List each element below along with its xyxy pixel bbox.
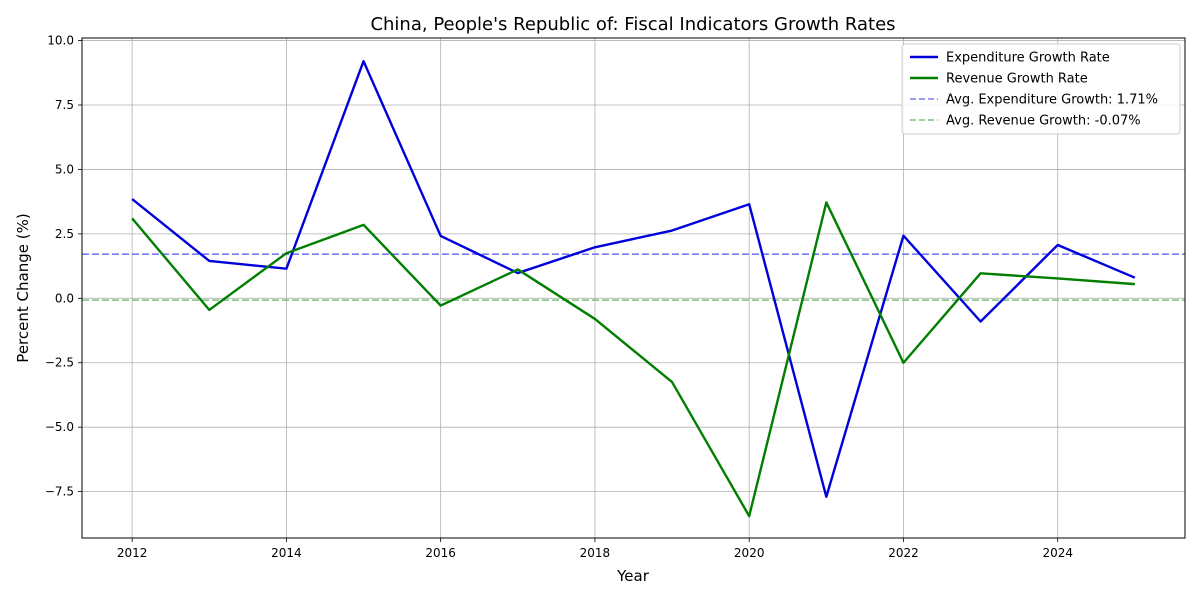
y-axis-label: Percent Change (%): [14, 213, 32, 362]
series-lines: [131, 59, 1136, 518]
expenditure-growth-line: [131, 59, 1136, 498]
legend-label: Avg. Expenditure Growth: 1.71%: [946, 93, 1158, 108]
legend-label: Expenditure Growth Rate: [946, 51, 1110, 66]
x-tick-label: 2012: [117, 546, 148, 560]
y-tick-label: −7.5: [45, 485, 74, 499]
revenue-growth-line: [131, 201, 1135, 518]
chart-title: China, People's Republic of: Fiscal Indi…: [370, 14, 895, 35]
x-tick-label: 2018: [580, 546, 611, 560]
y-tick-label: −5.0: [45, 420, 74, 434]
y-tick-label: 5.0: [55, 162, 74, 176]
reference-lines: [82, 253, 1185, 301]
legend-label: Revenue Growth Rate: [946, 72, 1088, 87]
y-tick-label: 0.0: [55, 291, 74, 305]
plot-frame: [81, 37, 1186, 539]
ticks: 2012 2014 2016 2018 2020 2022 2024 −7.5 −5.0 −2.5…: [45, 34, 1073, 560]
legend: Expenditure Growth Rate Revenue Growth Ra…: [901, 43, 1181, 135]
y-tick-label: 7.5: [55, 98, 74, 112]
y-tick-label: −2.5: [45, 356, 74, 370]
legend-box: [901, 43, 1181, 135]
grid: [82, 38, 1185, 538]
x-axis-label: Year: [616, 567, 650, 585]
y-tick-label: 10.0: [47, 34, 74, 48]
x-tick-label: 2020: [734, 546, 765, 560]
x-tick-label: 2016: [425, 546, 456, 560]
legend-label: Avg. Revenue Growth: -0.07%: [946, 114, 1141, 129]
x-tick-label: 2022: [888, 546, 919, 560]
y-tick-label: 2.5: [55, 227, 74, 241]
x-tick-label: 2014: [271, 546, 302, 560]
x-tick-label: 2024: [1042, 546, 1073, 560]
